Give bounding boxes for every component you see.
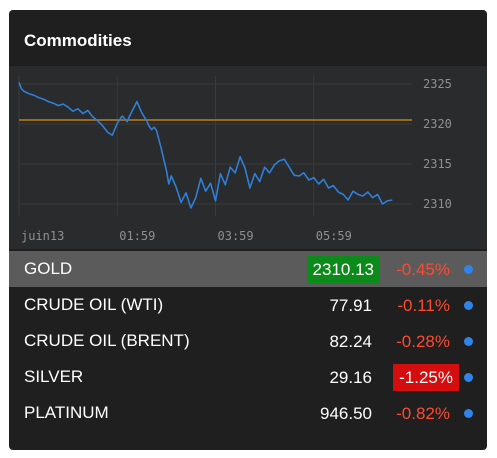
commodity-name: CRUDE OIL (WTI) (24, 295, 164, 314)
commodity-change: -0.11% (397, 296, 450, 315)
commodity-name: CRUDE OIL (BRENT) (24, 331, 190, 350)
status-dot-icon (464, 409, 473, 418)
commodity-list: GOLD 2310.13 -0.45% CRUDE OIL (WTI) 77.9… (9, 251, 487, 431)
x-tick-label: juin13 (21, 229, 64, 243)
commodity-price: 77.91 (329, 296, 372, 315)
commodity-change: -0.45% (396, 260, 450, 279)
widget-header: Commodities (9, 10, 487, 66)
status-dot-icon (464, 301, 473, 310)
commodity-change: -0.28% (396, 332, 450, 351)
commodity-price: 2310.13 (306, 256, 380, 283)
status-dot-icon (464, 265, 473, 274)
commodity-price: 82.24 (329, 332, 372, 351)
x-tick-label: 05:59 (316, 229, 352, 243)
y-tick-label: 2310 (423, 197, 452, 211)
price-chart[interactable]: 2325 2320 2315 2310 juin13 01:59 03:59 05:59 (9, 66, 487, 249)
commodity-name: PLATINUM (24, 403, 109, 422)
commodity-row-silver[interactable]: SILVER 29.16 -1.25% (9, 359, 487, 395)
commodity-name: SILVER (24, 367, 84, 386)
commodity-change: -1.25% (393, 364, 459, 391)
commodities-widget: Commodities 2325 2320 2315 2310 juin13 01:59 0… (9, 10, 487, 450)
y-tick-label: 2315 (423, 157, 452, 171)
y-tick-label: 2320 (423, 117, 452, 131)
y-tick-label: 2325 (423, 77, 452, 91)
commodity-price: 946.50 (320, 404, 372, 423)
commodity-row-platinum[interactable]: PLATINUM 946.50 -0.82% (9, 395, 487, 431)
commodity-price: 29.16 (329, 368, 372, 387)
x-tick-label: 03:59 (218, 229, 254, 243)
commodity-change: -0.82% (396, 404, 450, 423)
x-tick-label: 01:59 (119, 229, 155, 243)
widget-title: Commodities (24, 31, 132, 50)
commodity-row-gold[interactable]: GOLD 2310.13 -0.45% (9, 251, 487, 287)
price-series-line (18, 82, 393, 209)
commodity-row-crude-oil-wti[interactable]: CRUDE OIL (WTI) 77.91 -0.11% (9, 287, 487, 323)
commodity-name: GOLD (24, 259, 73, 278)
commodity-row-crude-oil-brent[interactable]: CRUDE OIL (BRENT) 82.24 -0.28% (9, 323, 487, 359)
chart-svg: 2325 2320 2315 2310 juin13 01:59 03:59 05:59 (18, 76, 452, 243)
status-dot-icon (464, 373, 473, 382)
status-dot-icon (464, 337, 473, 346)
